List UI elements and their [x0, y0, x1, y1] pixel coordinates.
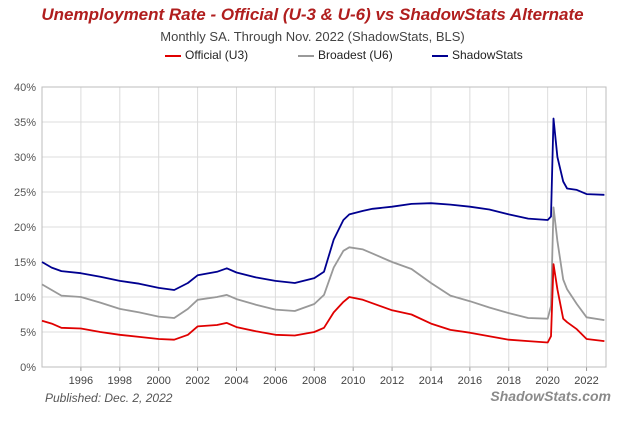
legend-label-shadowstats: ShadowStats	[452, 48, 523, 62]
x-tick-label: 1996	[69, 375, 93, 387]
x-tick-label: 2018	[497, 375, 521, 387]
plot-frame	[41, 86, 607, 368]
published-date: Published: Dec. 2, 2022	[45, 391, 173, 405]
chart-subtitle: Monthly SA. Through Nov. 2022 (ShadowSta…	[160, 29, 465, 44]
legend-label-u3: Official (U3)	[185, 48, 249, 62]
legend-swatch-u6	[298, 55, 314, 57]
series-line-u6	[41, 206, 605, 321]
chart-title: Unemployment Rate - Official (U-3 & U-6)…	[41, 5, 584, 24]
x-tick-label: 2016	[458, 375, 482, 387]
legend: Official (U3) Broadest (U6) ShadowStats	[0, 48, 625, 64]
x-tick-label: 2020	[535, 375, 559, 387]
y-tick-label: 35%	[14, 117, 36, 129]
legend-swatch-shadowstats	[432, 55, 448, 57]
x-tick-label: 2004	[224, 375, 248, 387]
x-tick-label: 2006	[263, 375, 287, 387]
y-tick-label: 30%	[14, 152, 36, 164]
brand-watermark: ShadowStats.com	[490, 388, 611, 404]
x-tick-label: 2022	[574, 375, 598, 387]
y-tick-label: 40%	[14, 82, 36, 94]
y-tick-label: 0%	[20, 362, 36, 374]
x-tick-label: 2010	[341, 375, 365, 387]
y-tick-label: 20%	[14, 222, 36, 234]
legend-swatch-u3	[165, 55, 181, 57]
series-line-shadowstats	[41, 117, 605, 291]
x-tick-label: 2002	[185, 375, 209, 387]
y-tick-label: 25%	[14, 187, 36, 199]
y-tick-label: 5%	[20, 327, 36, 339]
x-tick-label: 2008	[302, 375, 326, 387]
x-tick-label: 2014	[419, 375, 443, 387]
x-tick-label: 2000	[146, 375, 170, 387]
legend-label-u6: Broadest (U6)	[318, 48, 393, 62]
x-tick-label: 2012	[380, 375, 404, 387]
series-line-u3	[41, 263, 605, 344]
x-tick-label: 1998	[108, 375, 132, 387]
y-tick-label: 10%	[14, 292, 36, 304]
y-tick-label: 15%	[14, 257, 36, 269]
